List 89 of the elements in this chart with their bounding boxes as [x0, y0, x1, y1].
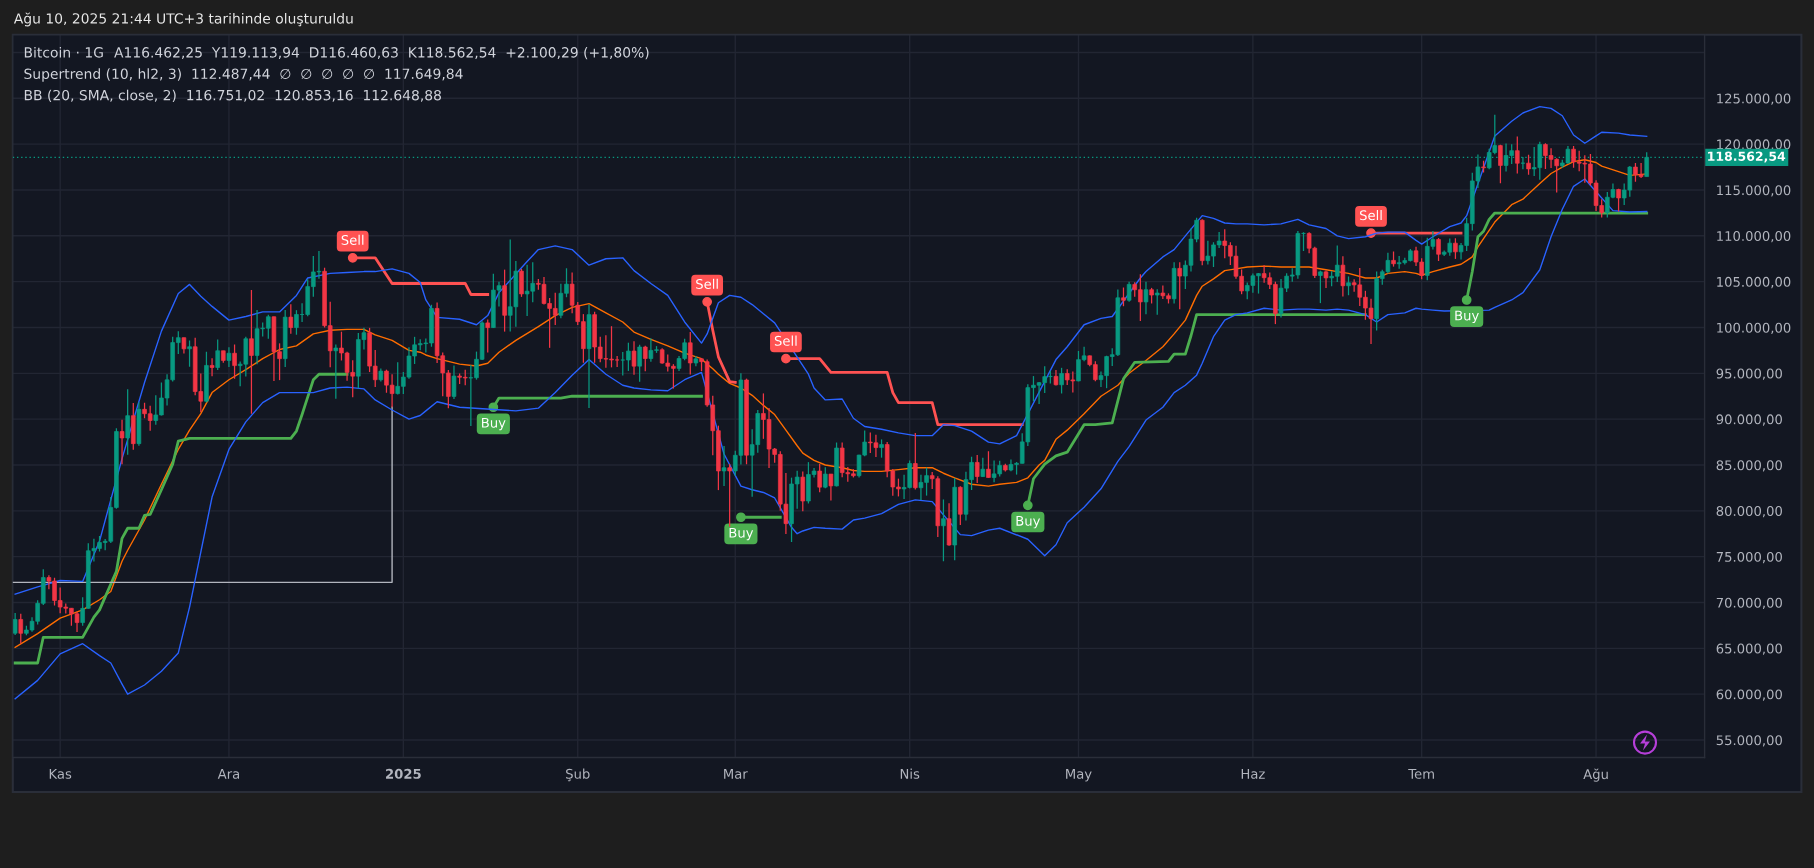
point: [702, 296, 713, 307]
x-tick-label: Ağu: [1583, 768, 1608, 782]
candlestick: [1121, 286, 1126, 307]
data-label: Sell: [774, 335, 797, 346]
annotation: Supertrend (10, hl2, 3) 112.487,44 ∅ ∅ ∅ ∅ ∅ 117.649,84: [24, 68, 463, 82]
x-tick-label: 2025: [386, 768, 421, 779]
candlestick: [187, 339, 192, 368]
candlestick: [451, 364, 457, 400]
y-tick-label: 60.000,00: [1716, 689, 1782, 701]
annotation: BB (20, SMA, close, 2) 116.751,02 120.853,16 112.648,88: [24, 89, 441, 103]
candlestick: [941, 498, 946, 562]
point: [347, 252, 358, 263]
candlestick: [688, 331, 693, 376]
candlestick: [643, 345, 648, 372]
x-tick-label: Kas: [49, 769, 72, 779]
y-tick-label: 70.000,00: [1716, 597, 1782, 610]
candlestick: [12, 612, 18, 636]
candlestick: [215, 338, 220, 371]
point: [1461, 295, 1472, 305]
chart-subtitle: Ağu 10, 2025 21:44 UTC+3 tarihinde oluşturuldu: [13, 12, 353, 27]
candlestick: [1436, 237, 1441, 262]
candlestick: [485, 318, 490, 354]
candlestick: [828, 473, 834, 502]
candlestick: [1346, 275, 1351, 296]
data-label: Buy: [1455, 310, 1479, 324]
candlestick: [249, 289, 254, 415]
y-tick-label: 115.000,00: [1717, 185, 1791, 197]
candlestick: [727, 463, 732, 528]
x-tick-label: May: [1066, 769, 1092, 782]
candlestick: [817, 463, 822, 493]
candlestick: [631, 340, 637, 376]
candlestick: [125, 388, 130, 456]
point: [781, 353, 791, 364]
y-tick-label: 100.000,00: [1717, 322, 1791, 335]
x-tick-label: Nis: [900, 768, 920, 779]
candlestick: [1498, 144, 1503, 184]
y-tick-label: 120.000,00: [1717, 139, 1791, 151]
candlestick: [721, 445, 727, 487]
candlestick: [1515, 135, 1520, 175]
x-tick-label: Ara: [217, 769, 239, 779]
candlestick: [226, 346, 232, 368]
candlestick: [288, 303, 294, 335]
y-tick-label: 95.000,00: [1716, 368, 1782, 380]
candlestick: [1340, 255, 1346, 298]
y-tick-label: 80.000,00: [1716, 506, 1782, 518]
data-label: Buy: [1016, 516, 1041, 529]
data-label: Buy: [482, 417, 506, 431]
data-label: Sell: [696, 278, 718, 289]
candlestick: [1126, 281, 1132, 303]
candlestick: [1143, 281, 1149, 315]
data-label: Sell: [341, 234, 364, 245]
candlestick: [232, 343, 237, 380]
y-tick-label: 125.000,00: [1717, 93, 1791, 105]
line-series: [14, 105, 1648, 595]
candlestick: [209, 357, 215, 377]
candlestick: [1323, 269, 1329, 289]
candlestick: [18, 613, 24, 645]
candlestick: [519, 268, 524, 298]
y-tick-label: 85.000,00: [1716, 460, 1782, 472]
candlestick: [974, 454, 980, 484]
point: [736, 512, 746, 523]
data-label: Sell: [1359, 210, 1382, 221]
candlestick: [333, 343, 339, 400]
candlestick: [1154, 288, 1160, 316]
x-tick-label: Tem: [1408, 769, 1434, 779]
candlestick: [879, 438, 884, 459]
ref-line-label: 118.562,54: [1708, 151, 1786, 163]
y-tick-label: 90.000,00: [1716, 414, 1782, 426]
y-tick-label: 110.000,00: [1717, 231, 1791, 243]
x-tick-label: Şub: [566, 768, 590, 782]
candlestick: [1526, 154, 1531, 176]
candlestick: [637, 344, 642, 383]
y-tick-label: 75.000,00: [1716, 551, 1782, 564]
y-tick-label: 55.000,00: [1716, 735, 1782, 747]
x-tick-label: Mar: [724, 769, 748, 779]
candlestick: [119, 419, 125, 465]
candlestick: [1059, 367, 1064, 395]
point: [1022, 500, 1033, 511]
candlestick: [1177, 261, 1182, 310]
x-tick-label: Haz: [1241, 769, 1265, 779]
candlestick: [800, 470, 806, 512]
data-label: Buy: [729, 527, 754, 541]
annotation: A116.462,25 Y119.113,94 D116.460,63 K118.562,54 +2.100,29 (+1,80%): [114, 46, 649, 60]
candlestick: [986, 450, 991, 479]
candlestick: [1318, 270, 1323, 304]
y-tick-label: 65.000,00: [1716, 643, 1782, 655]
candlestick: [1453, 237, 1458, 260]
text: Bitcoin · 1G: [24, 46, 103, 58]
y-tick-label: 105.000,00: [1717, 276, 1791, 289]
